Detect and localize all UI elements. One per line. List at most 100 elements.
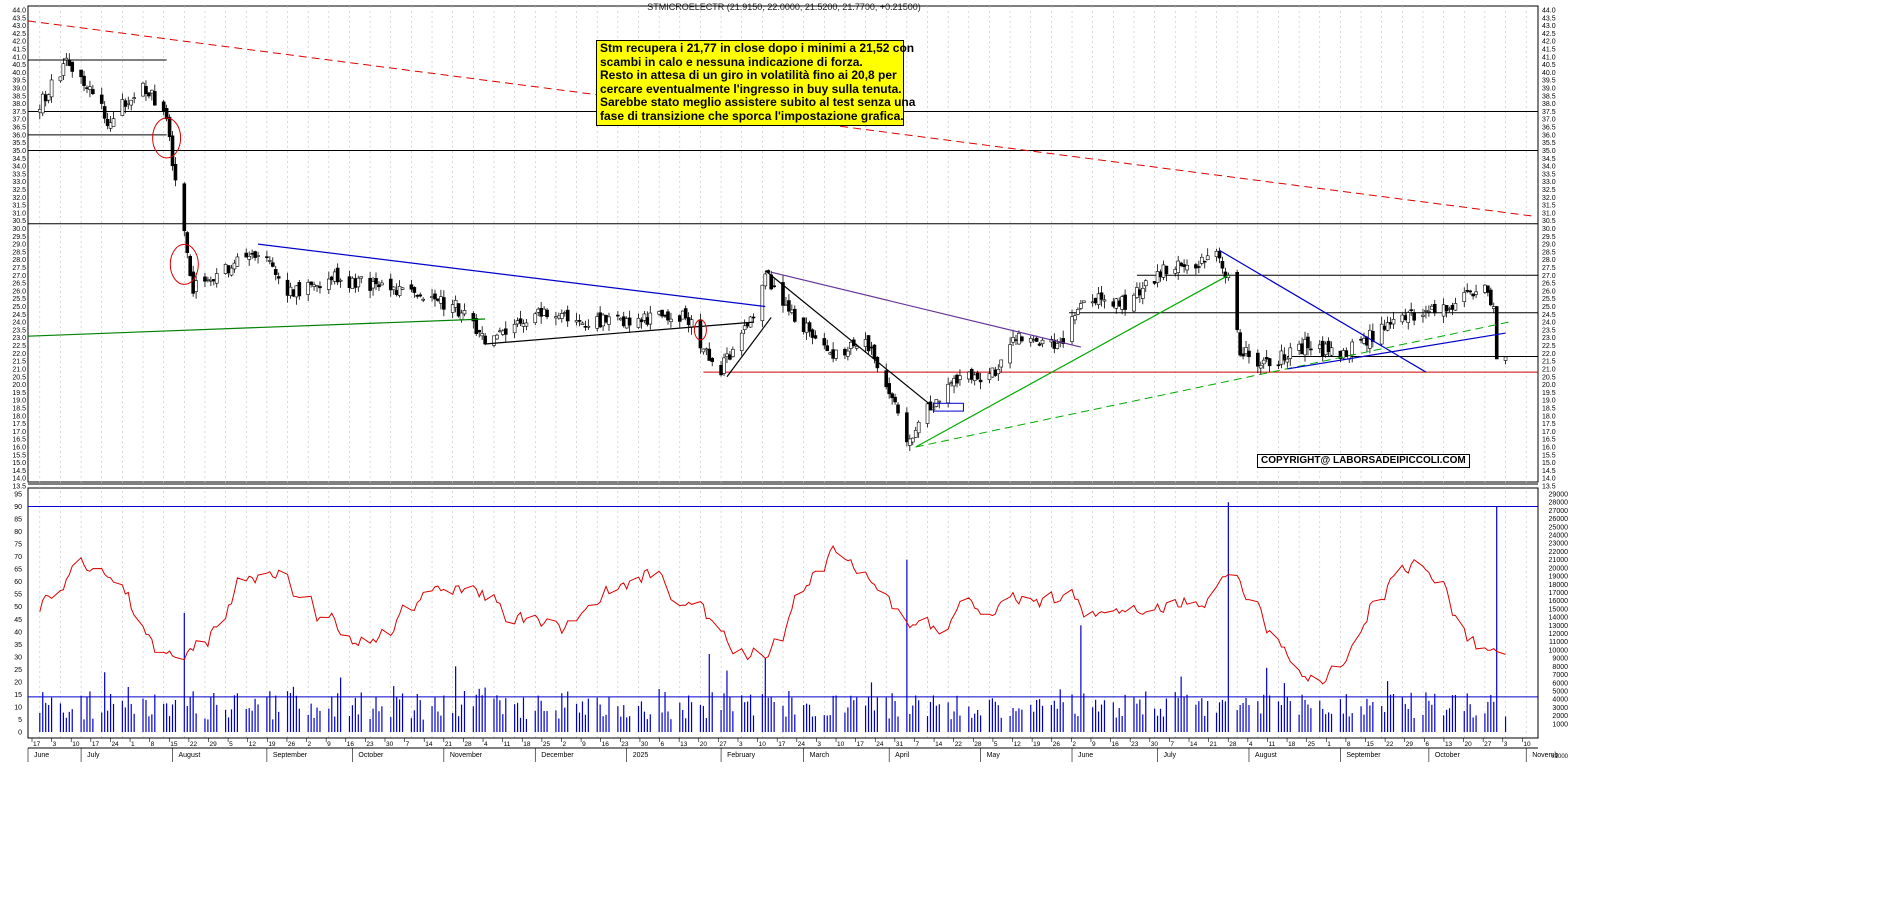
- price-tick-left: 30.5: [12, 218, 26, 225]
- x-day-label: 22: [955, 741, 963, 748]
- x-day-label: 5: [994, 741, 998, 748]
- price-tick-left: 28.5: [12, 249, 26, 256]
- candle-body: [442, 297, 446, 310]
- price-tick-left: 14.5: [12, 468, 26, 475]
- x-day-label: 3: [53, 741, 57, 748]
- candle-body: [1350, 341, 1354, 355]
- candle-body: [377, 284, 381, 288]
- indicator-tick: 25: [14, 667, 22, 674]
- candle-body: [153, 91, 157, 106]
- indicator-tick: 20: [14, 679, 22, 686]
- candle-body: [1194, 264, 1198, 269]
- candle-body: [1379, 323, 1384, 345]
- candle-body: [1462, 292, 1467, 302]
- candle-body: [1138, 289, 1142, 296]
- candle-body: [887, 383, 891, 395]
- indicator-tick: 65: [14, 567, 22, 574]
- volume-tick: 24000: [1549, 533, 1569, 540]
- candle-body: [731, 349, 735, 357]
- candle-body: [869, 346, 874, 349]
- candle-body: [49, 79, 54, 98]
- candle-body: [164, 108, 169, 120]
- price-tick-right: 20.0: [1542, 382, 1556, 389]
- candle-body: [173, 163, 178, 181]
- candle-body: [978, 379, 983, 383]
- candle-body: [975, 372, 980, 380]
- price-tick-right: 29.0: [1542, 242, 1556, 249]
- candle-body: [105, 118, 110, 126]
- x-day-label: 23: [1131, 741, 1139, 748]
- candle-body: [908, 438, 912, 446]
- candle-body: [409, 284, 414, 290]
- candle-body: [495, 334, 499, 340]
- candle-body: [686, 317, 691, 325]
- price-tick-left: 17.5: [12, 421, 26, 428]
- candle-body: [533, 313, 538, 324]
- candle-body: [288, 286, 293, 296]
- price-tick-left: 22.0: [12, 351, 26, 358]
- candle-body: [285, 279, 290, 296]
- candle-body: [792, 308, 797, 322]
- x-month-label: August: [1255, 752, 1277, 759]
- candle-body: [627, 317, 632, 326]
- candle-body: [368, 277, 372, 291]
- candle-body: [742, 325, 747, 330]
- x-day-label: 23: [366, 741, 374, 748]
- candle-body: [1412, 312, 1416, 321]
- candle-body: [380, 282, 384, 286]
- x-day-label: 14: [1190, 741, 1198, 748]
- x-day-label: 25: [1308, 741, 1316, 748]
- candle-body: [545, 309, 549, 318]
- indicator-tick: 80: [14, 529, 22, 536]
- price-tick-right: 26.5: [1542, 281, 1556, 288]
- candle-body: [518, 318, 523, 324]
- indicator-tick: 35: [14, 642, 22, 649]
- price-tick-right: 38.5: [1542, 93, 1556, 100]
- candle-body: [338, 279, 343, 282]
- x-day-label: 3: [739, 741, 743, 748]
- price-tick-left: 21.5: [12, 359, 26, 366]
- price-tick-left: 22.5: [12, 343, 26, 350]
- price-tick-right: 34.5: [1542, 156, 1556, 163]
- candle-body: [462, 310, 467, 315]
- candle-body: [1185, 264, 1189, 271]
- x-day-label: 20: [700, 741, 708, 748]
- x-day-label: 2: [1072, 741, 1076, 748]
- candle-body: [739, 332, 744, 351]
- candle-body: [182, 183, 187, 232]
- candle-body: [701, 348, 706, 353]
- price-tick-right: 27.5: [1542, 265, 1556, 272]
- candle-body: [1432, 304, 1437, 314]
- indicator-tick: 50: [14, 604, 22, 611]
- price-tick-left: 25.0: [12, 304, 26, 311]
- candle-body: [1326, 340, 1331, 352]
- candle-body: [1444, 305, 1449, 312]
- price-tick-right: 24.5: [1542, 312, 1556, 319]
- candle-body: [1155, 271, 1160, 283]
- price-tick-left: 40.0: [12, 70, 26, 77]
- candle-body: [1235, 271, 1239, 330]
- candle-body: [477, 330, 482, 333]
- x-day-label: 7: [406, 741, 410, 748]
- candle-body: [1279, 350, 1284, 365]
- candle-body: [804, 322, 809, 333]
- x-day-label: 8: [1347, 741, 1351, 748]
- x-day-label: 9: [582, 741, 586, 748]
- candle-body: [1205, 255, 1210, 260]
- x-day-label: 12: [1014, 741, 1022, 748]
- candle-body: [456, 303, 461, 317]
- volume-tick: 3000: [1552, 705, 1568, 712]
- price-tick-right: 37.0: [1542, 117, 1556, 124]
- candle-body: [616, 314, 620, 317]
- x-day-label: 9: [1092, 741, 1096, 748]
- candle-body: [624, 318, 629, 329]
- x-month-label: March: [810, 752, 830, 759]
- candle-body: [1197, 266, 1201, 268]
- candle-body: [1359, 338, 1363, 341]
- candle-body: [185, 232, 190, 253]
- candle-body: [70, 61, 75, 72]
- x-day-label: 26: [288, 741, 296, 748]
- candle-body: [329, 276, 334, 281]
- price-tick-left: 33.0: [12, 179, 26, 186]
- candle-body: [790, 309, 794, 313]
